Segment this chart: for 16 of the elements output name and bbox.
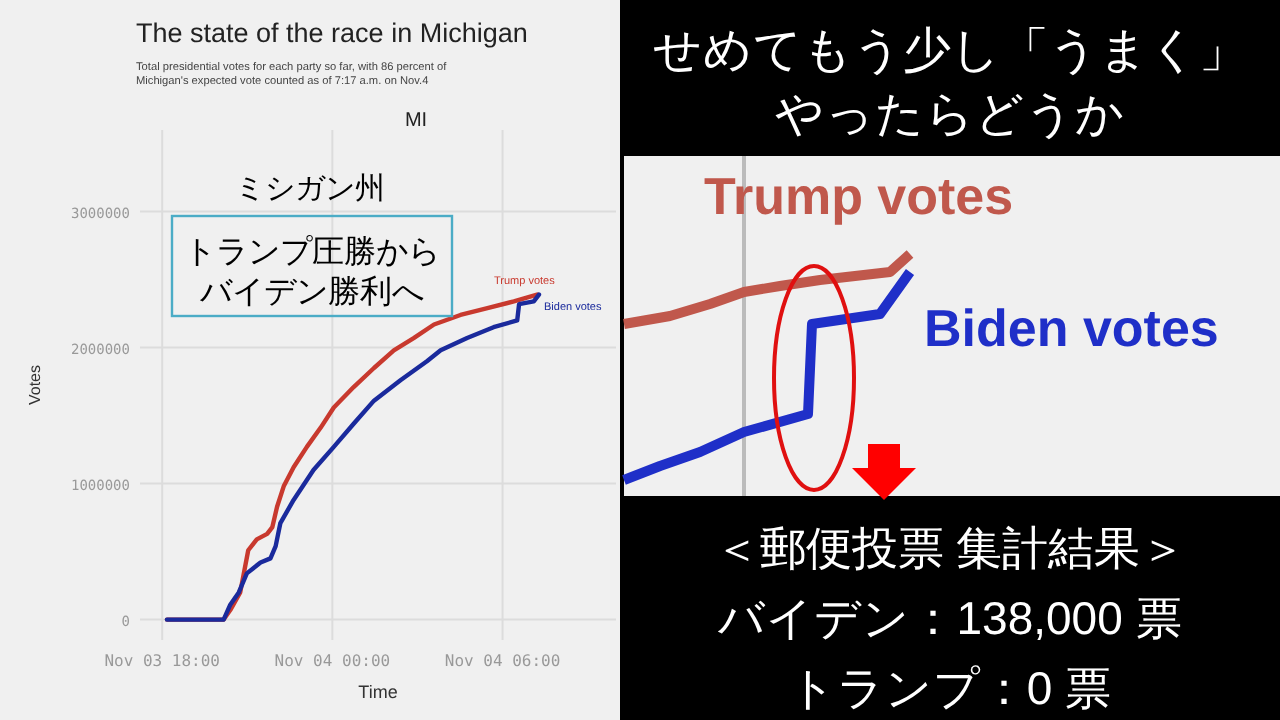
annotation: ミシガン州 <box>235 172 385 206</box>
x-axis-title: Time <box>358 682 398 702</box>
x-tick-label: Nov 04 06:00 <box>444 652 561 670</box>
x-tick-label: Nov 03 18:00 <box>104 652 221 670</box>
text: Biden votes <box>924 298 1219 358</box>
annotation: MI <box>404 110 428 132</box>
chart-title: The state of the race in Michigan <box>136 18 528 48</box>
text: ＜郵便投票 集計結果＞ <box>713 522 1187 574</box>
text: Trump votes <box>704 166 1014 226</box>
x-tick-label: Nov 04 00:00 <box>274 652 391 670</box>
text: せめてもう少し「うまく」やったらどうか <box>653 24 1247 142</box>
text: バイデン：138,000 票 <box>716 592 1182 644</box>
y-axis-title: Votes <box>26 364 44 406</box>
annotation: トランプ圧勝から <box>184 234 440 270</box>
annotation: バイデン勝利へ <box>198 274 424 310</box>
text: トランプ：0 票 <box>788 662 1112 714</box>
